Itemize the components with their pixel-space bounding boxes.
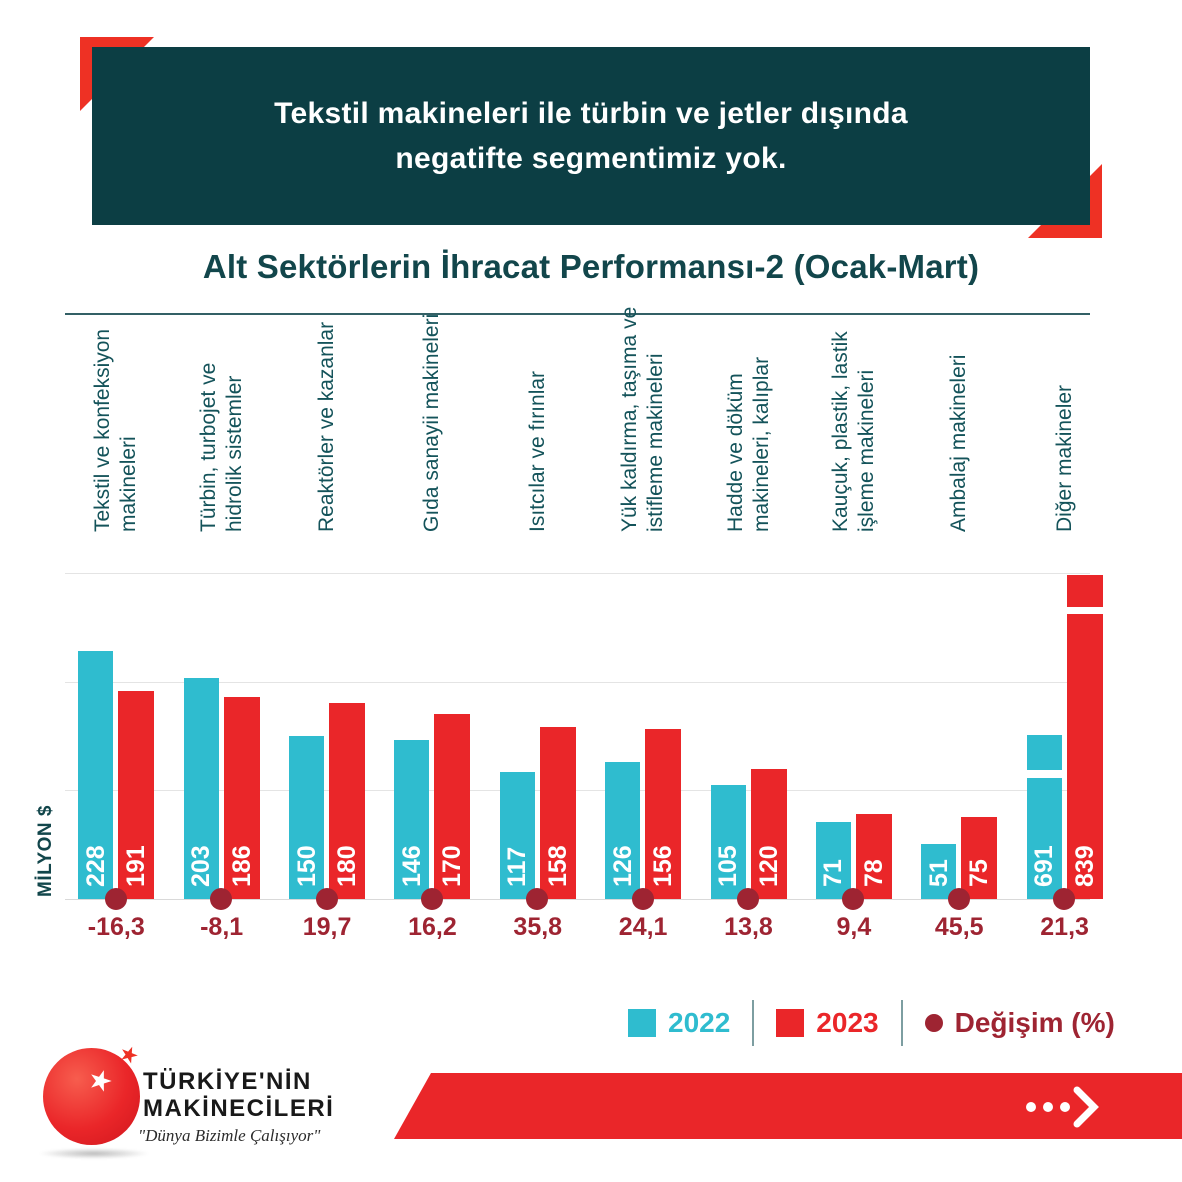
bar-2023 — [750, 768, 787, 899]
title-divider — [65, 313, 1090, 315]
header-banner: Tekstil makineleri ile türbin ve jetler … — [92, 47, 1090, 225]
change-percent-label: 24,1 — [618, 913, 668, 941]
category-label: Ambalaj makineleri — [947, 354, 971, 532]
bar-2022 — [1026, 735, 1062, 899]
legend-label-2022: 2022 — [668, 1007, 731, 1038]
legend-swatch-2022 — [628, 1009, 656, 1037]
change-dot-icon — [842, 888, 865, 910]
legend-swatch-2023 — [776, 1009, 805, 1037]
axis-break-mark — [1065, 607, 1104, 614]
category-label: Yük kaldırma, taşıma ve istifleme makinel… — [618, 306, 668, 532]
brand-name-line-2: MAKİNECİLERİ — [143, 1095, 335, 1122]
bar-2022 — [289, 735, 325, 899]
change-percent-label: 19,7 — [302, 913, 352, 941]
bar-value-2023: 170 — [438, 845, 467, 887]
bar-2022 — [921, 843, 957, 899]
bar-value-2022: 691 — [1030, 845, 1059, 887]
bar-2022 — [183, 678, 219, 899]
category-label: Kauçuk, plastik, lastik işleme makineleri — [828, 331, 878, 532]
bar-value-2022: 150 — [292, 845, 321, 887]
bar-2023 — [118, 691, 155, 899]
bar-2023 — [645, 729, 682, 899]
bar-2022 — [710, 784, 746, 899]
change-dot-icon — [737, 888, 760, 910]
category-label: Isıtcılar ve fırınlar — [525, 370, 549, 532]
bar-value-2022: 126 — [608, 845, 637, 887]
change-dot-icon — [526, 888, 549, 910]
bar-value-2023: 180 — [333, 845, 362, 887]
next-arrow-icon[interactable] — [1024, 1085, 1100, 1129]
bar-2023 — [223, 696, 260, 899]
bar-value-2022: 71 — [819, 859, 848, 887]
legend-change-dot-icon — [924, 1014, 943, 1032]
bar-2023 — [1066, 575, 1103, 899]
change-percent-label: -16,3 — [87, 913, 145, 941]
legend-label-2023: 2023 — [816, 1007, 879, 1038]
change-dot-icon — [947, 888, 970, 910]
header-line-2: negatifte segmentimiz yok. — [395, 142, 787, 175]
change-dot-icon — [104, 888, 127, 910]
bar-value-2023: 156 — [649, 845, 678, 887]
bar-value-2023: 75 — [965, 859, 994, 887]
bar-value-2023: 120 — [754, 845, 783, 887]
bar-2023 — [961, 817, 998, 899]
change-percent-label: 9,4 — [836, 913, 872, 941]
bar-value-2022: 105 — [714, 845, 743, 887]
bar-2022 — [499, 771, 535, 899]
category-label: Diğer makineler — [1052, 384, 1076, 532]
bar-value-2022: 228 — [81, 845, 110, 887]
bar-2023 — [539, 727, 576, 899]
change-dot-icon — [1053, 888, 1076, 910]
category-label: Gıda sanayii makineleri — [420, 313, 444, 532]
change-dot-icon — [315, 888, 338, 910]
brand-slogan: "Dünya Bizimle Çalışıyor" — [138, 1126, 321, 1145]
axis-break-mark — [1025, 770, 1063, 778]
bar-value-2022: 203 — [187, 845, 216, 887]
change-dot-icon — [631, 888, 654, 910]
bar-2023 — [855, 814, 892, 899]
brand-logo-circle — [43, 1048, 140, 1145]
bar-2022 — [394, 740, 430, 899]
category-label: Hadde ve döküm makineleri, kalıplar — [723, 356, 773, 532]
category-label: Türbin, turbojet ve hidrolik sistemler — [196, 362, 246, 532]
category-label: Reaktörler ve kazanlar — [315, 321, 339, 532]
y-axis-label: MİLYON $ — [35, 805, 56, 897]
gridline-200 — [65, 682, 1090, 683]
legend-separator — [900, 1000, 903, 1046]
chart-legend: 2022 2023 Değişim (%) — [628, 998, 1115, 1048]
change-percent-label: 13,8 — [724, 913, 773, 941]
bar-2023 — [329, 703, 366, 899]
change-percent-label: 16,2 — [408, 913, 457, 941]
bar-value-2023: 191 — [122, 845, 151, 887]
bar-2022 — [78, 651, 114, 899]
bar-2023 — [434, 714, 471, 899]
header-line-1: Tekstil makineleri ile türbin ve jetler … — [274, 97, 908, 130]
category-label: Tekstil ve konfeksiyon makineleri — [91, 328, 141, 532]
bar-value-2022: 51 — [924, 859, 953, 887]
bar-value-2023: 839 — [1070, 845, 1099, 887]
change-percent-label: -8,1 — [200, 913, 244, 941]
change-percent-label: 21,3 — [1040, 913, 1089, 941]
brand-name-line-1: TÜRKİYE'NİN — [143, 1068, 312, 1095]
change-dot-icon — [210, 888, 233, 910]
x-axis-baseline — [65, 899, 1090, 900]
bar-value-2022: 117 — [503, 846, 532, 887]
change-dot-icon — [420, 888, 443, 910]
change-percent-label: 45,5 — [934, 913, 984, 941]
bar-2022 — [605, 762, 641, 899]
bar-2022 — [815, 821, 851, 899]
change-percent-label: 35,8 — [513, 913, 563, 941]
bar-value-2023: 78 — [859, 859, 888, 887]
chart-title: Alt Sektörlerin İhracat Performansı-2 (O… — [202, 248, 980, 285]
legend-label-change: Değişim (%) — [954, 1007, 1115, 1038]
bar-value-2022: 146 — [397, 845, 426, 887]
logo-shadow — [38, 1148, 150, 1159]
bar-value-2023: 186 — [227, 845, 256, 887]
gridline-300 — [65, 573, 1090, 574]
footer-ribbon — [394, 1073, 1182, 1139]
legend-separator — [752, 1000, 755, 1046]
gridline-100 — [65, 790, 1090, 791]
bar-value-2023: 158 — [543, 845, 572, 887]
